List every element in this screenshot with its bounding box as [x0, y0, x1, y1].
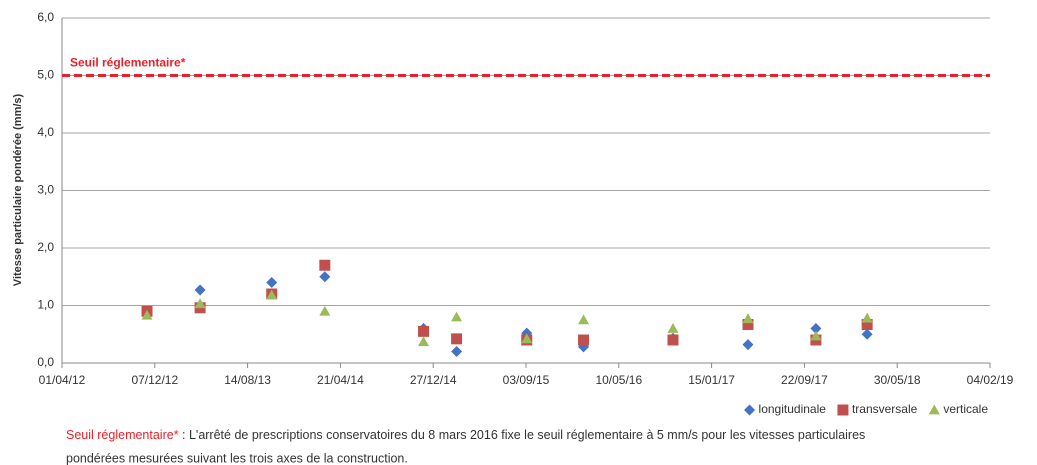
footnote-label: Seuil réglementaire*: [66, 428, 179, 442]
marker: [810, 323, 822, 334]
legend-label: transversale: [852, 402, 918, 416]
marker: [319, 305, 331, 316]
marker: [451, 333, 463, 345]
marker: [418, 336, 430, 347]
y-tick-label: 1,0: [37, 298, 54, 312]
marker: [810, 330, 822, 341]
marker: [861, 328, 873, 340]
marker: [451, 311, 463, 322]
x-tick-label: 10/05/16: [595, 373, 642, 387]
marker: [521, 333, 533, 344]
x-tick-label: 22/09/17: [781, 373, 828, 387]
threshold-label: Seuil réglementaire*: [70, 56, 186, 70]
y-axis-label: Vitesse particulaire pondérée (mm/s): [12, 93, 24, 286]
marker: [742, 313, 754, 324]
footnote-text: : L'arrêté de prescriptions conservatoir…: [179, 428, 866, 442]
marker: [194, 284, 206, 296]
x-tick-label: 04/02/19: [967, 373, 1014, 387]
marker: [578, 314, 590, 325]
y-tick-label: 6,0: [37, 10, 54, 24]
marker: [319, 271, 331, 283]
footnote: Seuil réglementaire* : L'arrêté de presc…: [66, 428, 865, 442]
marker: [194, 298, 206, 309]
marker: [667, 323, 679, 333]
marker: [266, 277, 278, 288]
footnote-text: pondérées mesurées suivant les trois axe…: [66, 451, 408, 465]
x-tick-label: 15/01/17: [688, 373, 735, 387]
x-tick-label: 07/12/12: [131, 373, 178, 387]
marker: [319, 259, 331, 271]
marker: [578, 334, 590, 346]
legend-marker: [837, 404, 849, 416]
marker: [141, 309, 153, 320]
marker: [861, 312, 873, 323]
x-tick-label: 21/04/14: [317, 373, 364, 387]
marker: [742, 339, 754, 351]
x-tick-label: 14/08/13: [224, 373, 271, 387]
x-tick-label: 30/05/18: [874, 373, 921, 387]
y-tick-label: 2,0: [37, 240, 54, 254]
marker: [451, 346, 463, 357]
marker: [742, 318, 754, 330]
x-tick-label: 01/04/12: [39, 373, 86, 387]
marker: [418, 325, 430, 337]
y-tick-label: 5,0: [37, 68, 54, 82]
legend-marker: [928, 404, 940, 415]
y-tick-label: 3,0: [37, 183, 54, 197]
y-tick-label: 4,0: [37, 125, 54, 139]
legend-label: longitudinale: [759, 402, 827, 416]
x-tick-label: 03/09/15: [503, 373, 550, 387]
legend-label: verticale: [943, 402, 988, 416]
legend-marker: [744, 404, 756, 416]
x-tick-label: 27/12/14: [410, 373, 457, 387]
marker: [667, 334, 679, 346]
marker: [266, 289, 278, 300]
marker: [861, 318, 873, 330]
y-tick-label: 0,0: [37, 355, 54, 369]
